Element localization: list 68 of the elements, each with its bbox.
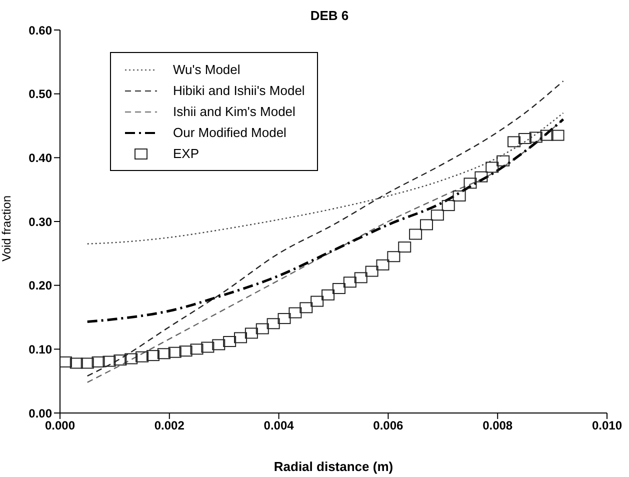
point (92, 356, 105, 368)
point (278, 313, 291, 324)
point (80, 358, 94, 369)
legend-label: Our Modified Model (173, 125, 286, 140)
point (551, 130, 564, 141)
x-tick-label: 0.008 (482, 418, 513, 433)
point (387, 251, 400, 262)
y-tick-label: 0.10 (28, 342, 52, 356)
point (452, 190, 466, 202)
point (146, 350, 160, 362)
legend-label: Wu's Model (173, 62, 240, 77)
point (474, 171, 488, 182)
point (201, 342, 214, 353)
point (322, 289, 335, 300)
point (70, 358, 83, 369)
point (518, 133, 532, 144)
point (409, 228, 422, 240)
x-tick-label: 0.006 (373, 418, 404, 433)
y-tick-label: 0.40 (28, 150, 52, 165)
point (420, 219, 433, 230)
point (212, 339, 226, 350)
point (496, 155, 510, 166)
point (529, 132, 542, 143)
point (486, 162, 499, 173)
x-tick-label: 0.000 (44, 418, 76, 433)
point (343, 276, 356, 288)
point (190, 344, 204, 355)
point (114, 354, 127, 366)
point (398, 242, 412, 253)
point (124, 353, 138, 364)
x-axis-title: Radial distance (m) (274, 459, 394, 474)
point (102, 356, 116, 367)
point (365, 266, 378, 277)
y-tick-label: 0.60 (28, 23, 52, 38)
legend-label: Hibiki and Ishii's Model (173, 83, 305, 98)
point (244, 328, 258, 339)
point (376, 259, 390, 270)
y-tick-label: 0.30 (28, 214, 52, 229)
point (300, 302, 313, 314)
legend-label: EXP (173, 146, 200, 161)
point (508, 136, 521, 148)
point (179, 346, 192, 357)
point (354, 272, 368, 284)
point (310, 296, 324, 307)
y-tick-label: 0.20 (28, 278, 52, 293)
x-tick-label: 0.010 (592, 418, 622, 433)
y-tick-label: 0.00 (28, 406, 52, 420)
point (464, 178, 477, 189)
x-tick-label: 0.004 (264, 418, 294, 433)
point (430, 210, 444, 221)
y-tick-label: 0.50 (28, 87, 52, 102)
point (60, 356, 72, 368)
point (234, 332, 248, 344)
point (157, 348, 170, 360)
point (266, 318, 280, 330)
point (256, 323, 269, 334)
x-tick-label: 0.002 (154, 418, 185, 433)
y-axis-title: Void fraction (0, 195, 14, 262)
line-series (86, 118, 564, 323)
point (136, 351, 149, 362)
point (442, 200, 455, 212)
point (288, 307, 302, 318)
point (332, 283, 346, 294)
point (540, 130, 554, 141)
point (223, 336, 236, 348)
point (168, 346, 182, 358)
legend-label: Ishii and Kim's Model (173, 104, 296, 119)
chart-title: DEB 6 (309, 8, 350, 23)
